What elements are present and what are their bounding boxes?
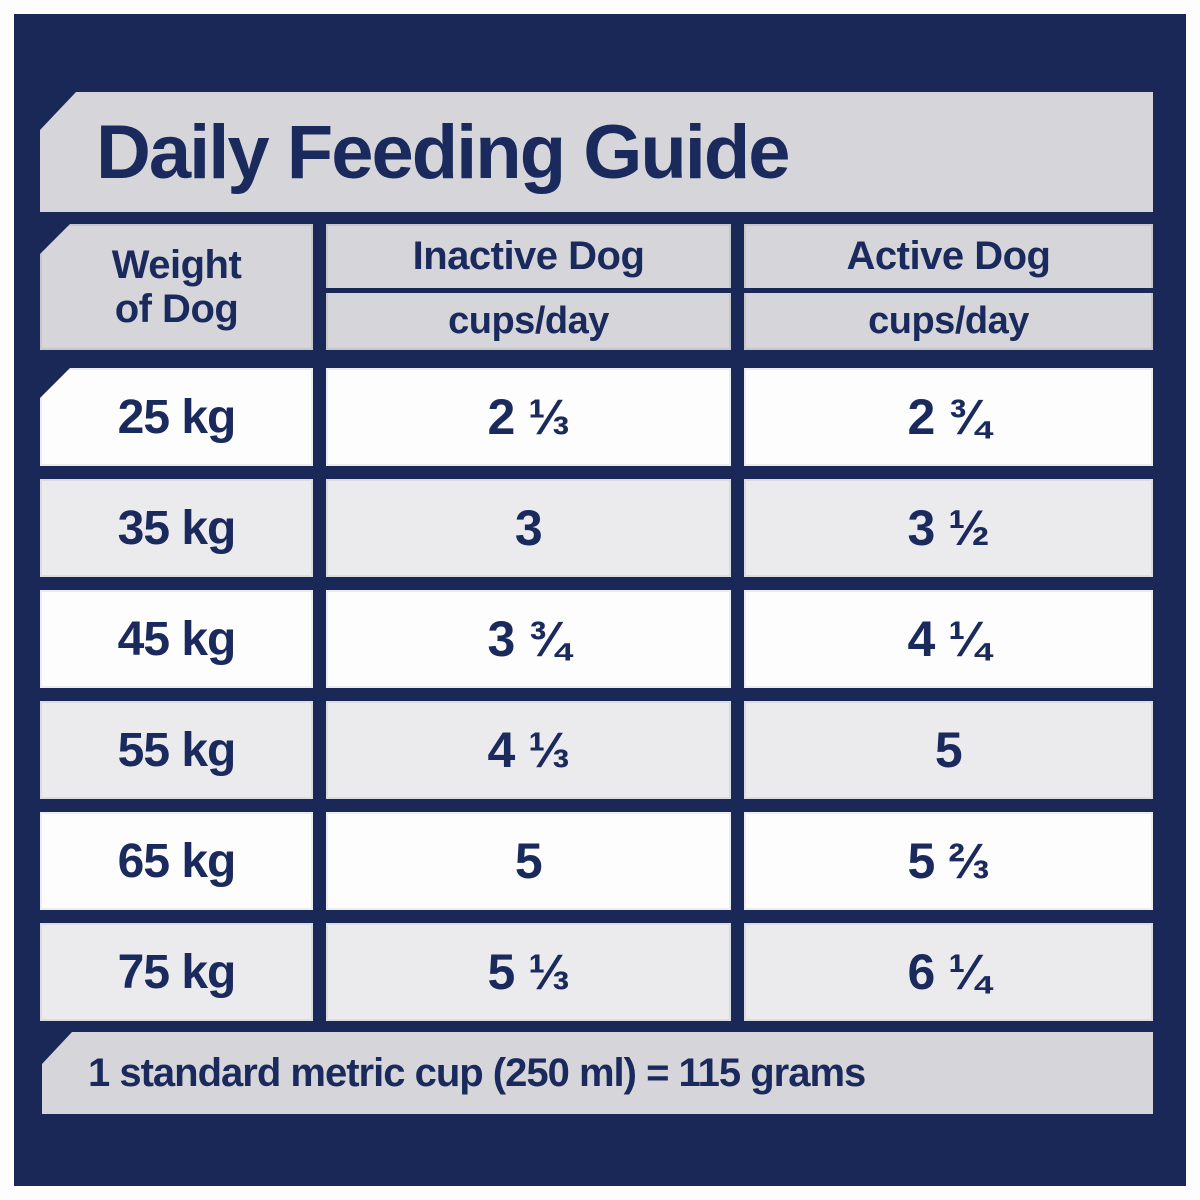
- weight-header-cell: Weight of Dog: [40, 224, 313, 350]
- table-header-row: Weight of Dog Inactive Dog cups/day Acti…: [40, 224, 1153, 350]
- weight-cell: 25 kg: [40, 368, 313, 466]
- weight-cell: 75 kg: [40, 923, 313, 1021]
- title-bar: Daily Feeding Guide: [40, 92, 1153, 212]
- active-cups-cell: 5: [744, 701, 1153, 799]
- weight-cell: 65 kg: [40, 812, 313, 910]
- active-cups-cell: 3 ½: [744, 479, 1153, 577]
- inactive-dog-label: Inactive Dog: [412, 233, 645, 278]
- active-cups-cell: 2 ¾: [744, 368, 1153, 466]
- active-cups-cell: 4 ¼: [744, 590, 1153, 688]
- feeding-guide-panel: Daily Feeding Guide Weight of Dog Inacti…: [14, 14, 1186, 1186]
- inactive-cups-cell: 4 ⅓: [326, 701, 731, 799]
- inactive-cups-cell: 3: [326, 479, 731, 577]
- active-header-cell: Active Dog cups/day: [744, 224, 1153, 350]
- inactive-cups-cell: 5: [326, 812, 731, 910]
- inactive-cups-cell: 3 ¾: [326, 590, 731, 688]
- inactive-unit-label: cups/day: [448, 300, 609, 342]
- header-divider: [744, 288, 1153, 293]
- active-dog-label: Active Dog: [846, 233, 1051, 278]
- weight-cell: 45 kg: [40, 590, 313, 688]
- active-cups-cell: 5 ⅔: [744, 812, 1153, 910]
- weight-cell: 35 kg: [40, 479, 313, 577]
- weight-header-line1: Weight: [111, 243, 242, 287]
- page-title: Daily Feeding Guide: [96, 109, 791, 195]
- header-divider: [326, 288, 731, 293]
- table-body: 25 kg 2 ⅓ 2 ¾ 35 kg 3 3 ½ 45 kg 3 ¾ 4 ¼ …: [40, 368, 1153, 1021]
- inactive-header-cell: Inactive Dog cups/day: [326, 224, 731, 350]
- active-unit-label: cups/day: [868, 300, 1029, 342]
- footnote-text: 1 standard metric cup (250 ml) = 115 gra…: [88, 1050, 866, 1095]
- footnote-bar: 1 standard metric cup (250 ml) = 115 gra…: [42, 1032, 1153, 1114]
- weight-header-line2: of Dog: [114, 287, 239, 331]
- inactive-cups-cell: 5 ⅓: [326, 923, 731, 1021]
- weight-cell: 55 kg: [40, 701, 313, 799]
- inactive-cups-cell: 2 ⅓: [326, 368, 731, 466]
- active-cups-cell: 6 ¼: [744, 923, 1153, 1021]
